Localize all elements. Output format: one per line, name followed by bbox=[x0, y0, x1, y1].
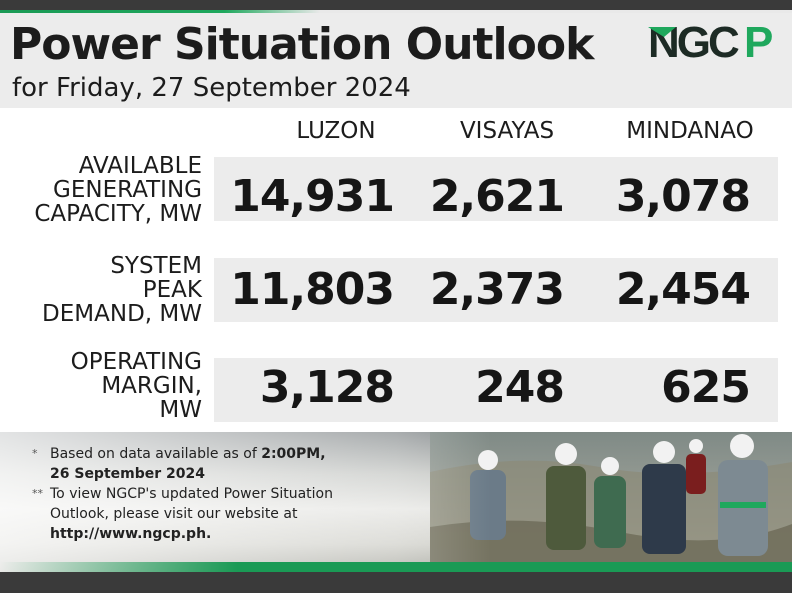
row-label-line: DEMAND, MW bbox=[42, 301, 202, 327]
row-label-margin: OPERATING MARGIN, MW bbox=[0, 350, 202, 422]
row-label-line: CAPACITY, MW bbox=[34, 201, 202, 227]
row-band-demand bbox=[214, 258, 778, 322]
row-label-demand: SYSTEM PEAK DEMAND, MW bbox=[0, 254, 202, 326]
value-visayas-capacity: 2,621 bbox=[429, 171, 565, 222]
header: Power Situation Outlook for Friday, 27 S… bbox=[0, 13, 792, 108]
row-label-line: GENERATING bbox=[53, 177, 202, 203]
value-luzon-demand: 11,803 bbox=[230, 264, 395, 315]
ngcp-logo: NGC P bbox=[648, 18, 773, 65]
bottom-frame-bar bbox=[0, 572, 792, 593]
row-label-line: AVAILABLE bbox=[78, 153, 202, 179]
footnote-date: 26 September 2024 bbox=[50, 466, 205, 482]
footer-photo-banner: * Based on data available as of 2:00PM, … bbox=[0, 432, 792, 572]
row-label-capacity: AVAILABLE GENERATING CAPACITY, MW bbox=[0, 154, 202, 226]
column-header-visayas: VISAYAS bbox=[459, 118, 555, 144]
row-label-line: MW bbox=[159, 397, 202, 423]
logo-accent-shape bbox=[648, 27, 676, 37]
column-header-mindanao: MINDANAO bbox=[626, 118, 754, 144]
footnote-marker: * bbox=[32, 447, 38, 460]
row-band-capacity bbox=[214, 157, 778, 221]
logo-wordmark-green: P bbox=[744, 18, 773, 65]
top-accent-stripe bbox=[0, 10, 792, 13]
value-luzon-capacity: 14,931 bbox=[230, 171, 395, 222]
value-visayas-margin: 248 bbox=[475, 362, 565, 413]
website-link[interactable]: http://www.ngcp.ph. bbox=[50, 526, 212, 542]
footnote-text: Outlook, please visit our website at bbox=[50, 506, 298, 522]
bottom-accent-stripe bbox=[0, 562, 792, 572]
row-label-line: MARGIN, bbox=[101, 373, 202, 399]
column-header-luzon: LUZON bbox=[296, 118, 376, 144]
page-subtitle: for Friday, 27 September 2024 bbox=[12, 73, 411, 103]
page-title: Power Situation Outlook bbox=[10, 19, 594, 70]
row-band-margin bbox=[214, 358, 778, 422]
value-luzon-margin: 3,128 bbox=[259, 362, 395, 413]
footnote-text: Based on data available as of bbox=[50, 446, 262, 462]
logo-wordmark-dark: NGC bbox=[648, 18, 739, 65]
top-frame-bar bbox=[0, 0, 792, 10]
footnote-marker: ** bbox=[32, 487, 43, 500]
row-label-line: OPERATING bbox=[70, 349, 202, 375]
footnote-website: ** To view NGCP's updated Power Situatio… bbox=[32, 484, 352, 544]
footnotes: * Based on data available as of 2:00PM, … bbox=[32, 444, 352, 544]
footnote-data-timestamp: * Based on data available as of 2:00PM, … bbox=[32, 444, 352, 484]
value-mindanao-margin: 625 bbox=[661, 362, 751, 413]
footnote-text: To view NGCP's updated Power Situation bbox=[50, 486, 333, 502]
row-label-line: PEAK bbox=[142, 277, 202, 303]
value-visayas-demand: 2,373 bbox=[429, 264, 565, 315]
row-label-line: SYSTEM bbox=[110, 253, 202, 279]
value-mindanao-demand: 2,454 bbox=[615, 264, 751, 315]
footnote-time: 2:00PM, bbox=[261, 446, 326, 462]
field-crew-photo bbox=[0, 432, 792, 572]
value-mindanao-capacity: 3,078 bbox=[615, 171, 751, 222]
